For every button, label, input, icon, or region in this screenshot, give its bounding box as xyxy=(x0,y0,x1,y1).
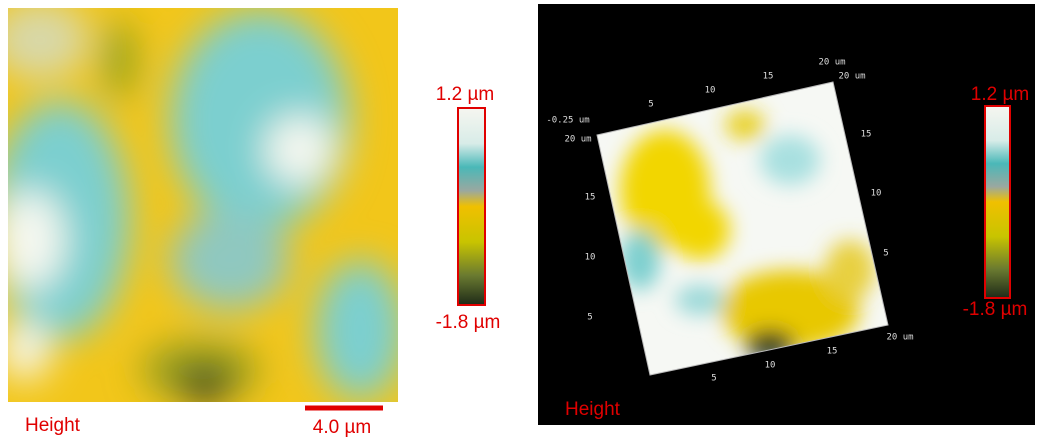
axis-tick-label: -0.25 um xyxy=(546,116,589,126)
axis-tick-label: 15 xyxy=(585,193,596,203)
caption: Height xyxy=(565,399,621,420)
axis-tick-label: 20 um xyxy=(838,72,865,82)
axis-tick-label: 20 um xyxy=(886,333,913,343)
caption: Height xyxy=(25,415,81,436)
colorbar-min: -1.8 µm xyxy=(436,312,501,333)
figure: 1.2 µm -1.8 µm Height 4.0 µm -0.25 um 20 … xyxy=(0,0,1038,443)
colorbar-max: 1.2 µm xyxy=(971,84,1029,105)
axis-tick-label: 15 xyxy=(763,72,774,82)
axis-tick-label: 15 xyxy=(861,130,872,140)
axis-tick-label: 15 xyxy=(827,347,838,357)
colorbar xyxy=(985,106,1010,298)
axis-tick-label: 10 xyxy=(705,86,716,96)
axis-tick-label: 5 xyxy=(587,313,592,323)
axis-tick-label: 5 xyxy=(883,249,888,259)
axis-tick-label: 20 um xyxy=(818,58,845,68)
axis-tick-label: 20 um xyxy=(564,135,591,145)
axis-tick-label: 10 xyxy=(585,253,596,263)
scale-bar-label: 4.0 µm xyxy=(313,417,371,438)
colorbar-max: 1.2 µm xyxy=(436,84,494,105)
height-map xyxy=(0,0,405,403)
colorbar-min: -1.8 µm xyxy=(963,299,1028,320)
colorbar xyxy=(458,108,485,305)
axis-tick-label: 5 xyxy=(711,374,716,384)
axis-tick-label: 5 xyxy=(648,100,653,110)
axis-tick-label: 10 xyxy=(871,189,882,199)
axis-tick-label: 10 xyxy=(765,361,776,371)
